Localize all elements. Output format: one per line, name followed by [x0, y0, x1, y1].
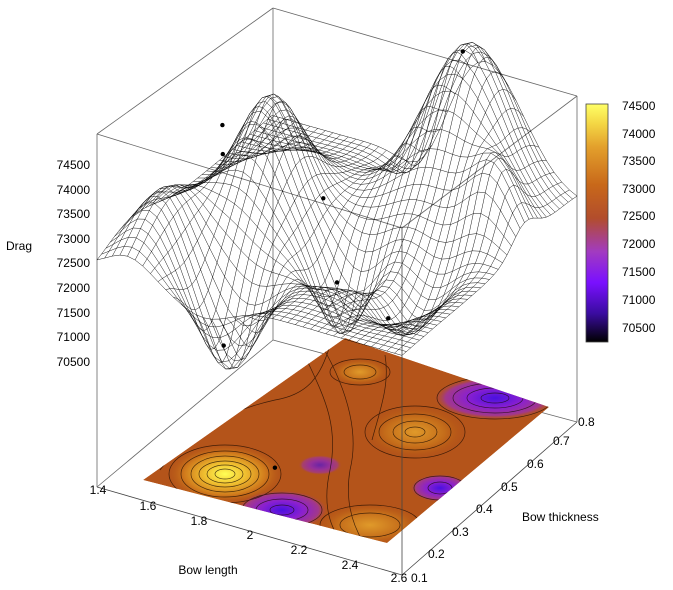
y-tick-label: 0.6	[527, 457, 544, 471]
x-tick-label: 1.8	[191, 514, 208, 528]
mesh-line-y	[188, 101, 494, 293]
mesh-line-y	[241, 73, 547, 218]
colorbar-tick-label: 70500	[622, 321, 656, 335]
x-tick-label: 2.6	[391, 571, 408, 585]
floor-contour-map	[143, 338, 549, 543]
colorbar-tick-label: 72000	[622, 237, 656, 251]
y-tick-label: 0.1	[411, 571, 428, 585]
y-tick-label: 0.3	[452, 525, 469, 539]
z-tick-label: 73500	[57, 207, 91, 221]
mesh-line-y	[175, 138, 481, 334]
z-tick-label: 71500	[57, 306, 91, 320]
z-tick-label: 74000	[57, 183, 91, 197]
mesh-line-y	[193, 95, 499, 275]
mesh-line-y	[201, 96, 508, 256]
data-point	[221, 343, 226, 348]
colorbar-tick-label: 74000	[622, 127, 656, 141]
mesh-line-y	[118, 210, 424, 370]
x-axis: 1.4 1.6 1.8 2 2.2 2.4 2.6 Bow length	[90, 483, 408, 585]
colorbar-tick-label: 71000	[622, 293, 656, 307]
mesh-line-y	[184, 110, 490, 312]
mesh-line-x	[348, 108, 524, 341]
mesh-line-y	[245, 59, 551, 216]
x-tick-label: 2.4	[342, 558, 359, 572]
mesh-line-y	[258, 42, 565, 206]
y-axis: 0.1 0.2 0.3 0.4 0.5 0.6 0.7 0.8 Bow thic…	[411, 415, 599, 585]
mesh-line-x	[287, 65, 463, 323]
x-tick-label: 1.6	[140, 499, 157, 513]
mesh-line-y	[236, 90, 543, 219]
mesh-line-y	[149, 184, 455, 333]
mesh-line-x	[256, 143, 433, 327]
z-tick-label: 72500	[57, 256, 91, 270]
mesh-line-y	[171, 154, 477, 334]
y-tick-label: 0.5	[501, 480, 518, 494]
mesh-line-x	[165, 96, 341, 290]
data-point	[386, 316, 391, 321]
colorbar-tick-label: 73500	[622, 154, 656, 168]
mesh-line-y	[206, 101, 512, 247]
z-tick-label: 74500	[57, 158, 91, 172]
mesh-line-y	[219, 127, 525, 223]
mesh-line-y	[158, 184, 464, 336]
mesh-line-y	[162, 182, 468, 335]
mesh-line-y	[271, 61, 578, 197]
y-tick-label: 0.7	[553, 434, 570, 448]
mesh-line-y	[197, 93, 503, 263]
mesh-line-y	[96, 254, 403, 356]
data-point	[460, 49, 465, 54]
z-tick-label: 73000	[57, 232, 91, 246]
mesh-line-y	[109, 227, 416, 351]
x-tick-label: 2	[247, 528, 254, 542]
mesh-line-y	[215, 118, 521, 229]
z-axis-label: Drag	[6, 239, 32, 253]
z-tick-label: 72000	[57, 281, 91, 295]
x-axis-label: Bow length	[178, 563, 237, 577]
colorbar-tick-label: 71500	[622, 265, 656, 279]
y-tick-label: 0.8	[578, 415, 595, 429]
data-points	[220, 49, 465, 470]
x-tick-label: 1.4	[90, 483, 107, 497]
mesh-line-x	[356, 127, 532, 343]
mesh-line-y	[267, 51, 573, 200]
mesh-line-x	[249, 155, 425, 316]
mesh-line-y	[232, 109, 538, 219]
mesh-line-y	[250, 49, 556, 213]
mesh-line-y	[210, 109, 516, 237]
mesh-line-y	[123, 202, 429, 370]
mesh-line-x	[173, 93, 349, 311]
data-point	[272, 465, 278, 470]
y-axis-label: Bow thickness	[522, 510, 599, 524]
colorbar-tick-label: 72500	[622, 209, 656, 223]
mesh-line-x	[317, 46, 494, 332]
y-tick-label: 0.2	[428, 547, 445, 561]
mesh-line-y	[144, 184, 451, 331]
mesh-line-y	[166, 169, 473, 333]
data-point	[220, 151, 225, 157]
mesh-line-y	[101, 246, 407, 352]
mesh-line-x	[234, 161, 410, 334]
mesh-surface	[96, 42, 578, 370]
z-tick-label: 71000	[57, 330, 91, 344]
y-tick-label: 0.4	[476, 502, 493, 516]
box-front-edges	[96, 228, 578, 576]
colorbar: 74500 74000 73500 73000 72500 72000 7150…	[585, 99, 656, 343]
colorbar-tick-label: 74500	[622, 99, 656, 113]
colorbar-gradient	[585, 103, 609, 343]
mesh-line-y	[153, 184, 459, 335]
z-axis: 74500 74000 73500 73000 72500 72000 7150…	[6, 158, 90, 369]
data-point	[334, 280, 340, 285]
x-tick-label: 2.2	[291, 543, 308, 557]
z-tick-label: 70500	[57, 355, 91, 369]
data-point	[321, 196, 326, 201]
mesh-line-y	[254, 43, 560, 210]
mesh-line-x	[119, 121, 296, 256]
mesh-line-y	[228, 129, 534, 219]
mesh-line-y	[263, 45, 569, 203]
data-point	[220, 122, 225, 128]
colorbar-tick-label: 73000	[622, 182, 656, 196]
mesh-line-y	[105, 236, 411, 349]
mesh-line-y	[140, 185, 446, 328]
